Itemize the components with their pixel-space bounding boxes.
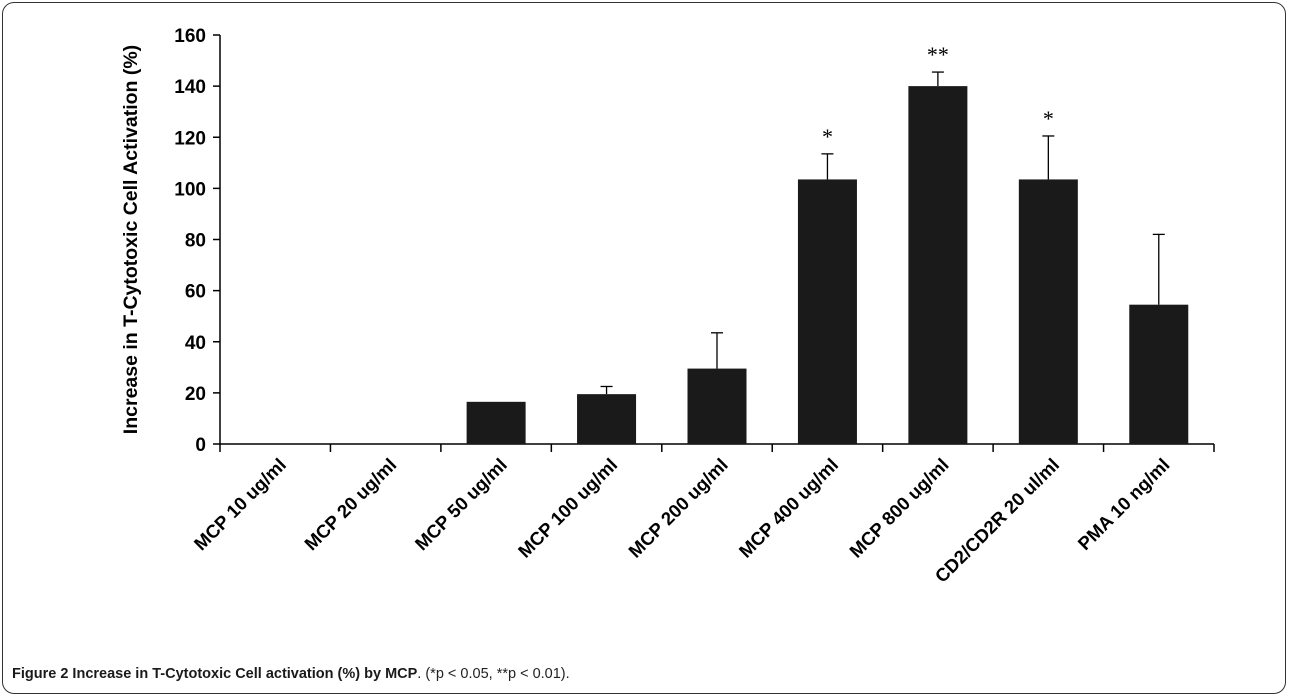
y-tick-label: 40 bbox=[185, 333, 206, 354]
figure-caption: Figure 2 Increase in T-Cytotoxic Cell ac… bbox=[12, 666, 570, 682]
x-tick-label: MCP 100 ug/ml bbox=[514, 454, 622, 562]
y-tick-label: 100 bbox=[174, 179, 206, 200]
x-tick-label: MCP 50 ug/ml bbox=[411, 454, 511, 554]
caption-text: . (*p < 0.05, **p < 0.01). bbox=[417, 666, 570, 682]
y-tick-label: 0 bbox=[195, 435, 206, 456]
y-axis-label: Increase in T-Cytotoxic Cell Activation … bbox=[120, 45, 142, 434]
x-tick-label: MCP 800 ug/ml bbox=[845, 454, 953, 562]
y-tick-label: 20 bbox=[185, 384, 206, 405]
bar bbox=[797, 179, 857, 444]
y-tick-label: 140 bbox=[174, 77, 206, 98]
bar bbox=[687, 368, 747, 444]
x-tick-label: PMA 10 ng/ml bbox=[1073, 454, 1173, 554]
x-tick-label: MCP 10 ug/ml bbox=[190, 454, 290, 554]
x-tick-label: MCP 200 ug/ml bbox=[624, 454, 732, 562]
bar bbox=[577, 394, 637, 444]
significance-label: ** bbox=[927, 42, 949, 67]
bar-chart: 0 20 40 60 80 100 120 140 160 Increase in T-Cytot… bbox=[120, 26, 1215, 587]
y-tick-label: 120 bbox=[174, 128, 206, 149]
y-tick-label: 80 bbox=[185, 231, 206, 252]
bar bbox=[1018, 179, 1078, 444]
x-tick-label: MCP 20 ug/ml bbox=[300, 454, 400, 554]
caption-label: Figure 2 Increase in T-Cytotoxic Cell ac… bbox=[12, 666, 418, 682]
y-tick-label: 60 bbox=[185, 282, 206, 303]
x-tick-label: CD2/CD2R 20 ul/ml bbox=[931, 454, 1064, 587]
bar bbox=[908, 86, 968, 444]
bar bbox=[1129, 304, 1189, 444]
significance-label: * bbox=[822, 124, 833, 149]
significance-label: * bbox=[1043, 106, 1054, 131]
y-tick-label: 160 bbox=[174, 26, 206, 47]
x-tick-label: MCP 400 ug/ml bbox=[735, 454, 843, 562]
bar bbox=[466, 401, 526, 444]
